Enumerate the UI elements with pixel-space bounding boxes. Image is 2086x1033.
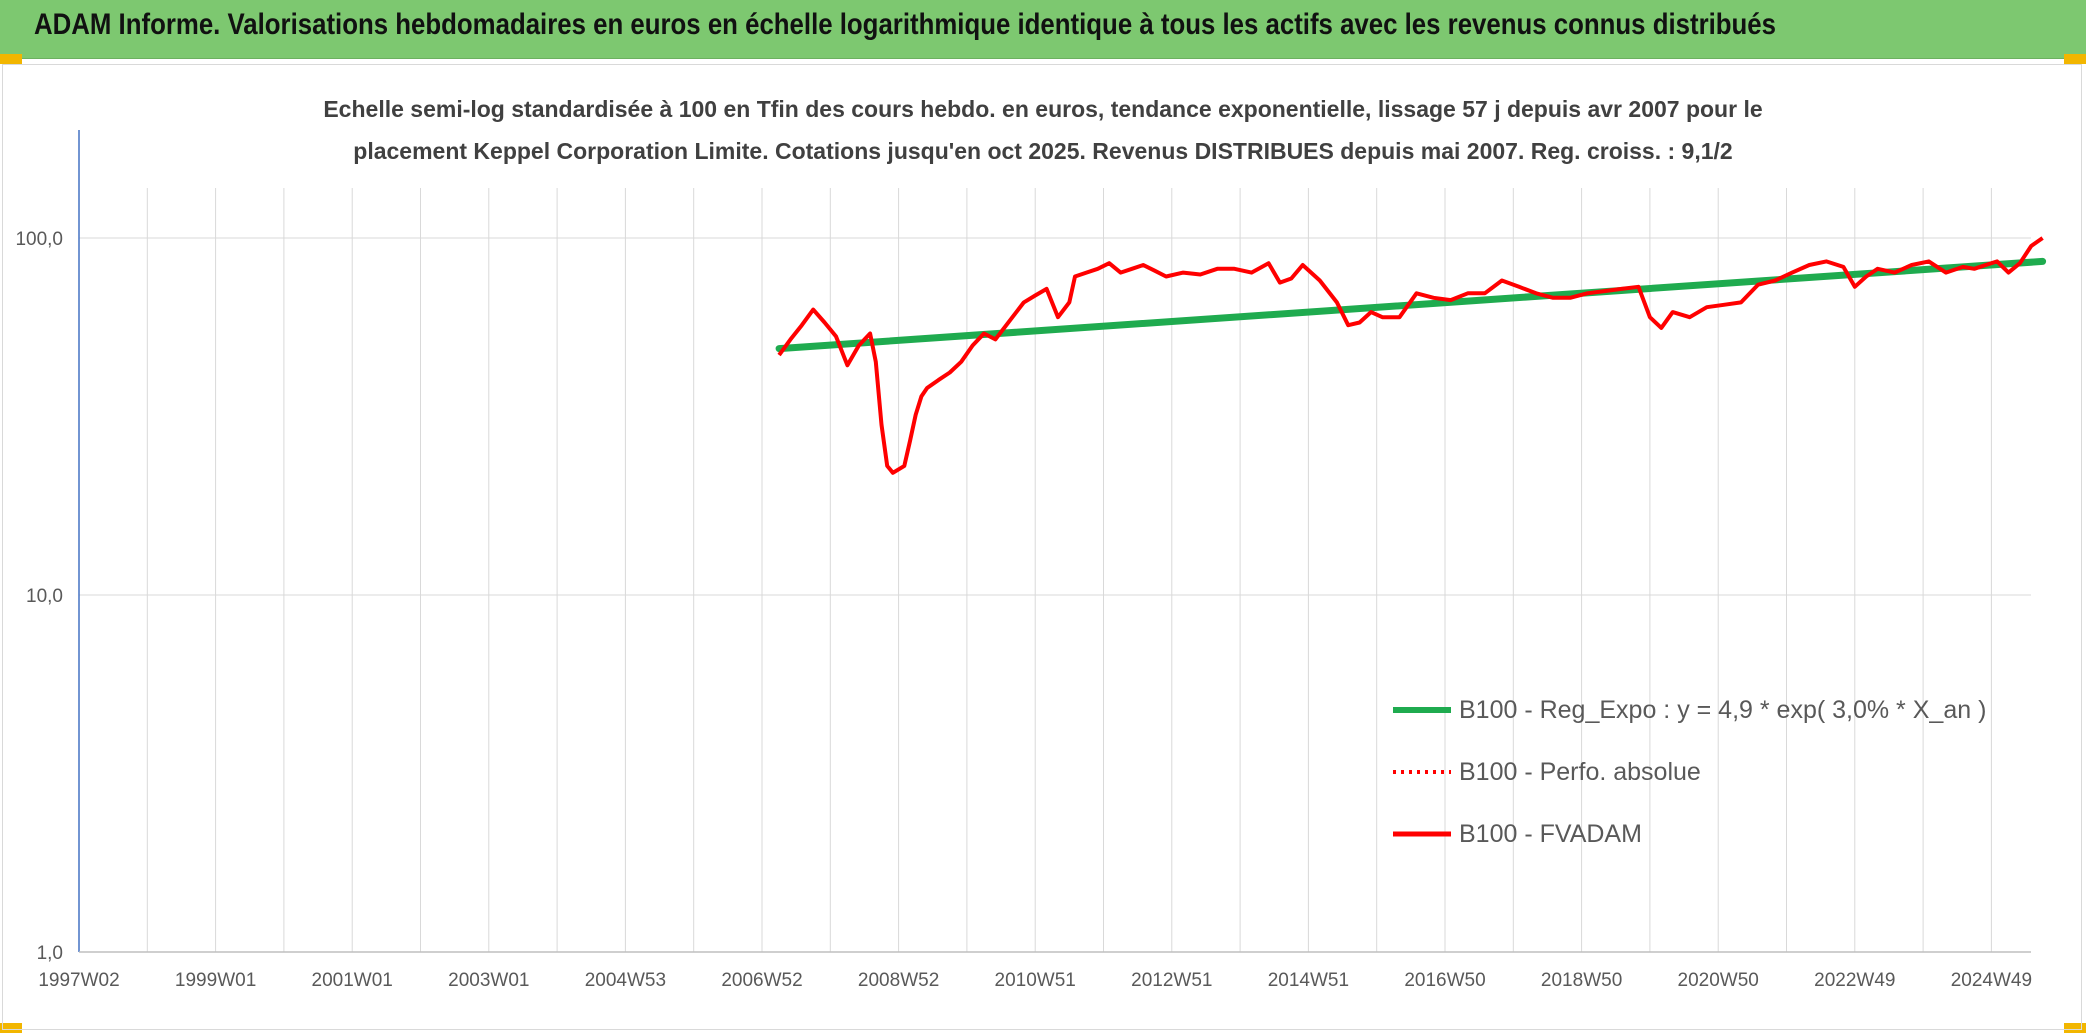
- y-tick-label: 100,0: [15, 229, 63, 250]
- x-tick-label: 2003W01: [448, 970, 529, 991]
- legend-label: B100 - Perfo. absolue: [1459, 758, 1701, 786]
- axes: 100,0 10,0 1,0 1997W02 1999W01 2001W01 2003W01…: [15, 130, 2032, 991]
- y-tick-label: 1,0: [37, 943, 63, 964]
- x-tick-label: 2010W51: [995, 970, 1076, 991]
- series-line-reg-expo: [775, 257, 2047, 353]
- corner-marker-top-right: [2064, 54, 2086, 64]
- corner-marker-bottom-left: [0, 1023, 22, 1033]
- y-tick-label: 10,0: [26, 586, 63, 607]
- chart-title-line-1: Echelle semi-log standardisée à 100 en T…: [323, 96, 1762, 122]
- x-tick-label: 1999W01: [175, 970, 256, 991]
- corner-marker-top-left: [0, 54, 22, 64]
- legend-label: B100 - Reg_Expo : y = 4,9 * exp( 3,0% * …: [1459, 696, 1986, 724]
- plot-area: [775, 236, 2047, 475]
- report-header: ADAM Informe. Valorisations hebdomadaire…: [0, 0, 2086, 59]
- x-tick-label: 2024W49: [1951, 970, 2032, 991]
- x-tick-label: 2014W51: [1268, 970, 1349, 991]
- corner-marker-bottom-right: [2064, 1023, 2086, 1033]
- chart-title: Echelle semi-log standardisée à 100 en T…: [323, 96, 1762, 164]
- chart-svg: Echelle semi-log standardisée à 100 en T…: [15, 96, 2047, 991]
- x-tick-label: 2020W50: [1678, 970, 1759, 991]
- x-tick-label: 2016W50: [1404, 970, 1485, 991]
- x-tick-label: 2012W51: [1131, 970, 1212, 991]
- x-tick-label: 2008W52: [858, 970, 939, 991]
- chart-panel: Echelle semi-log standardisée à 100 en T…: [2, 64, 2082, 1030]
- legend: B100 - Reg_Expo : y = 4,9 * exp( 3,0% * …: [1393, 696, 1986, 848]
- x-tick-label: 2004W53: [585, 970, 666, 991]
- x-tick-label: 2001W01: [312, 970, 393, 991]
- chart-title-line-2: placement Keppel Corporation Limite. Cot…: [353, 138, 1732, 164]
- series-line-fvadam: [777, 236, 2044, 475]
- x-tick-label: 2006W52: [721, 970, 802, 991]
- x-tick-label: 2018W50: [1541, 970, 1622, 991]
- x-tick-label: 2022W49: [1814, 970, 1895, 991]
- x-tick-label: 1997W02: [38, 970, 119, 991]
- report-title: ADAM Informe. Valorisations hebdomadaire…: [34, 8, 1776, 41]
- legend-label: B100 - FVADAM: [1459, 820, 1642, 848]
